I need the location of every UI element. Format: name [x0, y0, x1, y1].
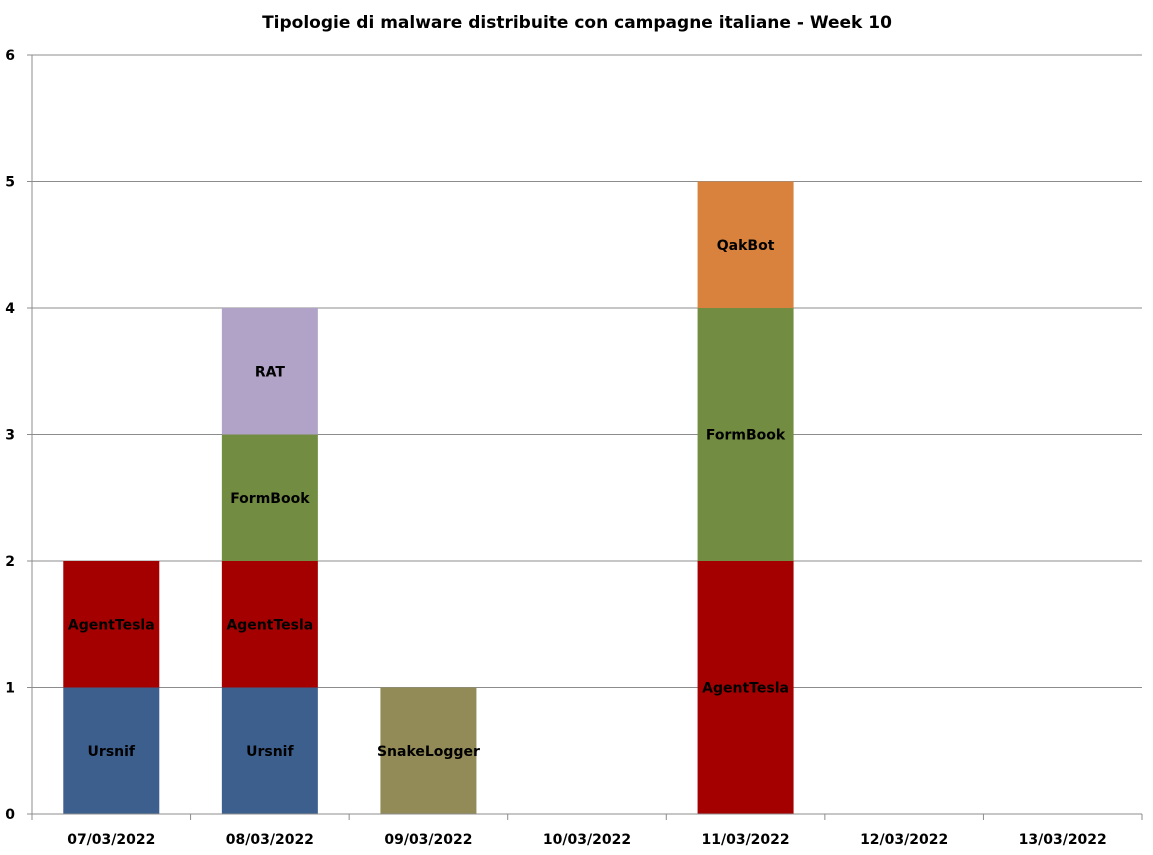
y-tick-label-5: 5 — [5, 175, 15, 191]
axes — [27, 54, 1143, 820]
bar-agenttesla-11-03-2022 — [697, 561, 794, 814]
segment-label-formbook-11-03-2022: FormBook — [706, 428, 786, 444]
y-tick-label-6: 6 — [5, 48, 15, 64]
y-tick-label-3: 3 — [5, 428, 15, 444]
segment-label-agenttesla-11-03-2022: AgentTesla — [702, 681, 789, 697]
segment-label-agenttesla-08-03-2022: AgentTesla — [226, 617, 313, 633]
x-tick-label-07-03-2022: 07/03/2022 — [67, 832, 155, 848]
segment-label-rat-08-03-2022: RAT — [255, 364, 286, 380]
bars — [63, 181, 794, 814]
bar-ursnif-08-03-2022 — [221, 687, 318, 814]
x-tick-label-09-03-2022: 09/03/2022 — [384, 832, 472, 848]
segment-label-qakbot-11-03-2022: QakBot — [717, 238, 775, 254]
chart-title: Tipologie di malware distribuite con cam… — [262, 13, 892, 33]
y-tick-label-0: 0 — [5, 807, 15, 823]
bar-ursnif-07-03-2022 — [63, 687, 160, 814]
segment-label-ursnif-08-03-2022: Ursnif — [246, 744, 294, 760]
bar-formbook-08-03-2022 — [221, 434, 318, 561]
segment-label-agenttesla-07-03-2022: AgentTesla — [68, 617, 155, 633]
bar-snakelogger-09-03-2022 — [380, 687, 477, 814]
x-tick-label-13-03-2022: 13/03/2022 — [1019, 832, 1107, 848]
segment-label-snakelogger-09-03-2022: SnakeLogger — [377, 744, 480, 760]
bar-agenttesla-07-03-2022 — [63, 561, 160, 688]
y-tick-label-1: 1 — [5, 681, 15, 697]
x-tick-label-10-03-2022: 10/03/2022 — [543, 832, 631, 848]
bar-rat-08-03-2022 — [221, 308, 318, 435]
segment-label-ursnif-07-03-2022: Ursnif — [88, 744, 136, 760]
y-tick-label-4: 4 — [5, 301, 15, 317]
y-tick-label-2: 2 — [5, 554, 15, 570]
segment-labels: Ursnif AgentTesla Ursnif AgentTesla FormBook… — [68, 238, 789, 760]
bar-qakbot-11-03-2022 — [697, 181, 794, 308]
segment-label-formbook-08-03-2022: FormBook — [230, 491, 310, 507]
bar-agenttesla-08-03-2022 — [221, 561, 318, 688]
bar-formbook-11-03-2022 — [697, 308, 794, 561]
x-tick-label-08-03-2022: 08/03/2022 — [226, 832, 314, 848]
x-tick-label-11-03-2022: 11/03/2022 — [701, 832, 789, 848]
x-tick-labels: 07/03/2022 08/03/2022 09/03/2022 10/03/2022… — [67, 832, 1107, 848]
y-tick-labels: 0 1 2 3 4 5 6 — [5, 48, 15, 823]
gridlines — [32, 54, 1142, 688]
x-tick-label-12-03-2022: 12/03/2022 — [860, 832, 948, 848]
